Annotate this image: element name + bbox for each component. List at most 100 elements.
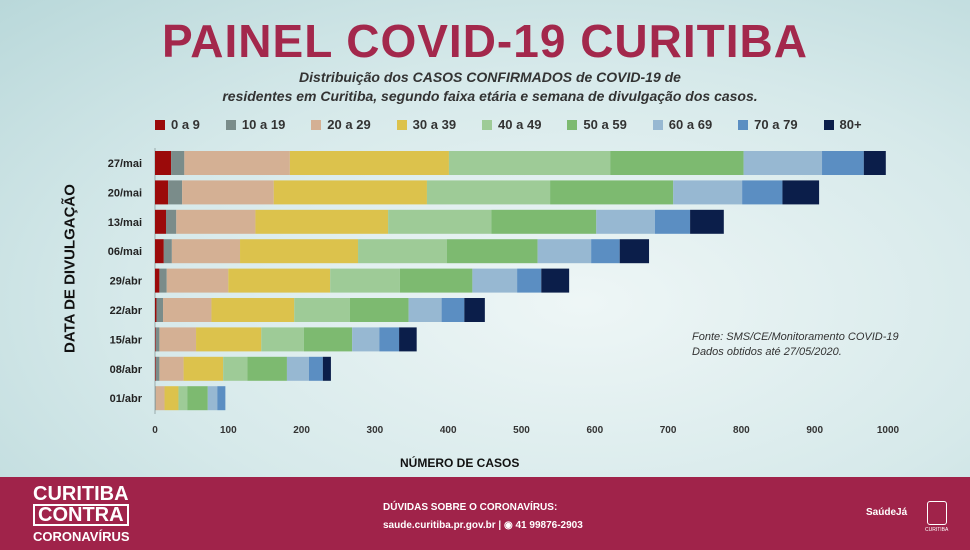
bar-segment	[155, 239, 164, 264]
bar-segment	[255, 209, 389, 234]
bar-segment	[308, 356, 323, 381]
legend-item: 70 a 79	[738, 117, 798, 132]
bar-segment	[349, 298, 409, 322]
bar-segment	[303, 327, 353, 352]
legend-swatch	[738, 119, 749, 130]
whatsapp-icon: ◉	[503, 520, 513, 531]
subtitle-line: residentes em Curitiba, segundo faixa et…	[222, 88, 758, 104]
legend-label: 70 a 79	[754, 117, 798, 132]
bar-segment	[379, 327, 400, 352]
bar-segment	[164, 386, 179, 411]
bar-segment	[176, 209, 256, 234]
legend-label: 30 a 39	[412, 117, 457, 132]
bar-segment	[155, 356, 156, 381]
x-tick-label: 800	[733, 425, 750, 436]
bar-segment	[491, 209, 597, 234]
source-line: Fonte: SMS/CE/Monitoramento COVID-19	[692, 331, 899, 343]
bar-segment	[207, 386, 218, 411]
bar-segment	[155, 180, 169, 205]
bar-segment	[171, 151, 185, 175]
legend-swatch	[396, 119, 407, 130]
bar-segment	[155, 386, 165, 411]
legend-swatch	[567, 119, 578, 130]
subtitle: Distribuição dos CASOS CONFIRMADOS de CO…	[180, 68, 800, 106]
y-tick-label: 01/abr	[110, 393, 143, 405]
legend-item: 50 a 59	[567, 117, 627, 132]
bar-segment	[426, 180, 551, 205]
contact-question: DÚVIDAS SOBRE O CORONAVÍRUS:	[383, 502, 558, 513]
y-tick-label: 29/abr	[110, 276, 143, 288]
bar-segment	[166, 268, 229, 293]
bar-segment	[448, 151, 611, 175]
phone-number: 41 99876-2903	[515, 520, 583, 531]
bar-segment	[408, 298, 442, 322]
legend-swatch	[482, 119, 493, 130]
x-axis-label: NÚMERO DE CASOS	[400, 456, 520, 470]
bar-segment	[464, 298, 485, 322]
legend-label: 50 a 59	[583, 117, 627, 132]
legend-label: 60 a 69	[668, 117, 713, 132]
bar-segment	[673, 180, 743, 205]
x-tick-label: 600	[586, 425, 603, 436]
brand-line: CONTRA	[33, 504, 129, 526]
legend-item: 60 a 69	[652, 117, 713, 132]
x-tick-label: 200	[293, 425, 310, 436]
bar-segment	[596, 209, 655, 234]
bar-segment	[159, 356, 184, 381]
legend-item: 80+	[823, 117, 862, 132]
y-tick-label: 06/mai	[108, 246, 142, 258]
bar-segment	[472, 268, 518, 293]
bar-segment	[742, 180, 783, 205]
brand-logo: CURITIBA CONTRA CORONAVÍRUS	[33, 484, 130, 547]
y-tick-label: 27/mai	[108, 158, 142, 170]
page-title: PAINEL COVID-19 CURITIBA	[162, 15, 808, 67]
source-line: Dados obtidos até 27/05/2020.	[692, 346, 842, 358]
bar-segment	[322, 356, 331, 381]
legend-item: 0 a 9	[155, 117, 200, 132]
legend-label: 10 a 19	[241, 117, 286, 132]
bar-segment	[182, 180, 274, 205]
bar-segment	[550, 180, 674, 205]
y-tick-label: 20/mai	[108, 187, 142, 199]
bar-segment	[352, 327, 380, 352]
y-tick-label: 13/mai	[108, 217, 142, 229]
city-label: CURITIBA	[925, 527, 949, 533]
city-seal-icon	[927, 501, 947, 525]
legend-swatch	[225, 119, 236, 130]
x-tick-label: 400	[440, 425, 457, 436]
bar-segment	[187, 386, 208, 411]
bar-segment	[155, 298, 157, 322]
x-tick-label: 100	[220, 425, 237, 436]
bar-segment	[163, 239, 172, 264]
bar-segment	[358, 239, 447, 264]
site-link[interactable]: saude.curitiba.pr.gov.br	[383, 520, 496, 531]
bar-segment	[399, 268, 473, 293]
bar-segment	[240, 239, 359, 264]
source-note: Fonte: SMS/CE/Monitoramento COVID-19 Dad…	[692, 330, 899, 360]
brand-line: CORONAVÍRUS	[33, 529, 130, 544]
subtitle-line: Distribuição dos CASOS CONFIRMADOS de CO…	[299, 69, 681, 85]
legend-swatch	[823, 119, 834, 130]
legend-item: 10 a 19	[225, 117, 286, 132]
bar-segment	[178, 386, 188, 411]
bar-segment	[619, 239, 650, 264]
contact-info: DÚVIDAS SOBRE O CORONAVÍRUS: saude.curit…	[383, 499, 583, 535]
x-tick-label: 500	[513, 425, 530, 436]
bar-segment	[184, 151, 290, 175]
legend-label: 40 a 49	[498, 117, 542, 132]
bar-segment	[217, 386, 226, 411]
bar-segment	[517, 268, 542, 293]
bar-segment	[822, 151, 864, 175]
bar-segment	[183, 356, 224, 381]
bar-segment	[261, 327, 304, 352]
bar-segment	[155, 327, 156, 352]
bar-segment	[446, 239, 538, 264]
bar-segment	[247, 356, 287, 381]
bar-segment	[330, 268, 400, 293]
bar-segment	[211, 298, 295, 322]
bar-segment	[610, 151, 744, 175]
legend-label: 80+	[839, 117, 862, 132]
bar-segment	[196, 327, 262, 352]
bar-segment	[168, 180, 183, 205]
bar-segment	[155, 386, 156, 411]
